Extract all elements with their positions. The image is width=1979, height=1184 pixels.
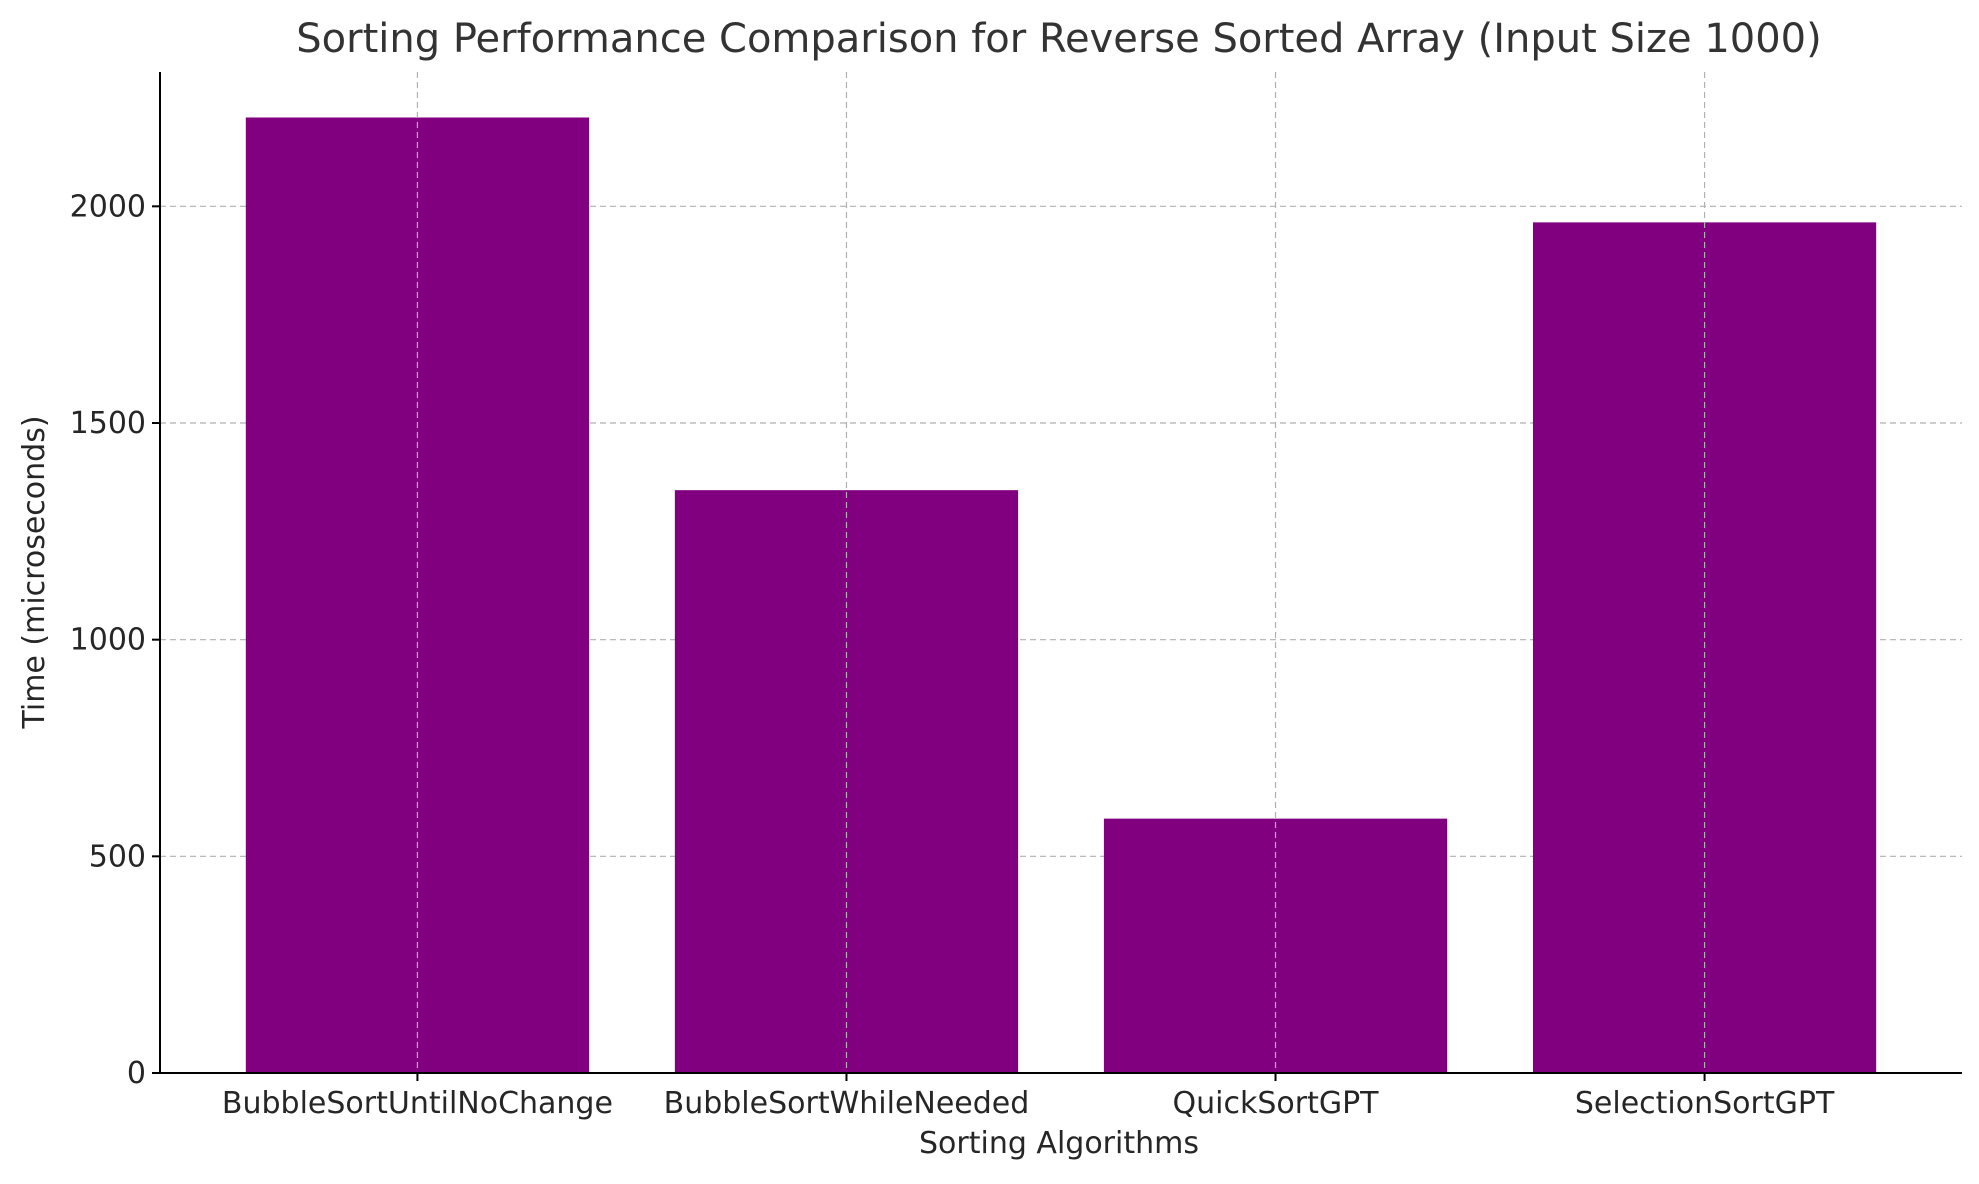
y-tick-label: 1000 [70,623,146,658]
x-tick-label: SelectionSortGPT [1575,1086,1835,1121]
x-axis-label: Sorting Algorithms [919,1126,1199,1161]
x-tick-label: QuickSortGPT [1173,1086,1380,1121]
x-tick-labels: BubbleSortUntilNoChange BubbleSortWhileNe… [222,1086,1835,1121]
y-axis-label: Time (microseconds) [17,415,52,729]
y-tick-labels: 0 500 1000 1500 2000 [70,189,146,1091]
x-tick-label: BubbleSortUntilNoChange [222,1086,613,1121]
y-tick-label: 0 [127,1056,146,1091]
axes-layer [152,72,1962,1081]
y-tick-label: 2000 [70,189,146,224]
y-tick-label: 1500 [70,406,146,441]
vertical-grid-layer [416,72,1706,1073]
y-tick-label: 500 [89,839,146,874]
chart-title: Sorting Performance Comparison for Rever… [296,16,1821,62]
x-tick-label: BubbleSortWhileNeeded [664,1086,1030,1121]
bars-layer [245,117,1877,1074]
